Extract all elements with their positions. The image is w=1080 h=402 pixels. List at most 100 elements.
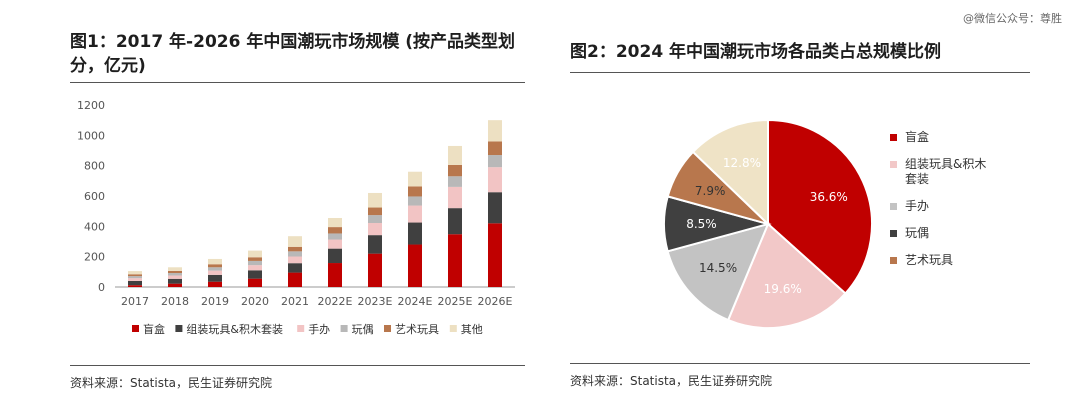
bar-segment-1 <box>288 263 302 273</box>
pie-slice-label: 12.8% <box>723 156 761 170</box>
y-tick-label: 0 <box>98 281 105 294</box>
pie-legend-label: 艺术玩具 <box>905 253 954 267</box>
bar-segment-4 <box>488 141 502 156</box>
bar-chart-title-rule <box>70 82 525 83</box>
bar-segment-5 <box>128 271 142 275</box>
pie-legend-swatch <box>890 134 897 141</box>
legend-swatch <box>175 325 183 332</box>
bar-segment-1 <box>208 274 222 282</box>
bar-chart-source: 资料来源：Statista，民生证券研究院 <box>70 376 273 390</box>
x-tick-label: 2018 <box>161 295 189 308</box>
bar-segment-2 <box>488 167 502 193</box>
bar-segment-4 <box>248 257 262 261</box>
bar-segment-4 <box>448 164 462 177</box>
pie-legend-item: 手办 <box>890 199 1020 214</box>
bar-segment-0 <box>208 281 222 287</box>
bar-segment-3 <box>208 267 222 271</box>
bar-segment-4 <box>128 274 142 277</box>
legend-swatch <box>384 325 391 332</box>
bar-segment-5 <box>368 192 382 208</box>
bar-segment-1 <box>168 278 182 284</box>
y-tick-label: 400 <box>84 220 105 233</box>
bar-segment-2 <box>128 278 142 281</box>
pie-legend-label: 手办 <box>905 199 930 213</box>
stacked-bar-chart: 0 200 400 600 800 1000 1200 2017 2018 2019 2020 202… <box>77 99 515 336</box>
bar-segment-0 <box>328 263 342 287</box>
bar-segment-2 <box>408 205 422 223</box>
bar-segment-5 <box>288 236 302 247</box>
legend-label: 盲盒 <box>143 322 165 336</box>
bar-segment-4 <box>168 270 182 274</box>
bar-segment-5 <box>208 258 222 265</box>
bar-segment-4 <box>208 264 222 268</box>
bar-segment-5 <box>328 217 342 228</box>
legend-swatch <box>449 325 457 332</box>
bar-segment-1 <box>248 270 262 279</box>
bar-segment-2 <box>368 222 382 236</box>
bar-segment-2 <box>448 186 462 209</box>
bar-segment-1 <box>488 192 502 224</box>
bar-segment-3 <box>488 155 502 168</box>
bar-segment-2 <box>328 239 342 249</box>
bar-segment-5 <box>488 120 502 142</box>
y-tick-label: 1000 <box>77 129 105 142</box>
bar-segment-3 <box>288 251 302 257</box>
legend-label: 玩偶 <box>352 323 374 336</box>
bar-segment-0 <box>168 283 182 287</box>
x-tick-label: 2020 <box>241 295 269 308</box>
y-tick-label: 800 <box>84 160 105 173</box>
x-tick-label: 2026E <box>478 295 513 308</box>
bar-segment-0 <box>288 272 302 287</box>
x-tick-label: 2017 <box>121 295 149 308</box>
bar-segment-1 <box>128 280 142 286</box>
pie-legend-item: 组装玩具&积木套装 <box>890 157 1020 187</box>
y-tick-label: 1200 <box>77 99 105 112</box>
bar-segment-3 <box>128 276 142 279</box>
x-tick-label: 2023E <box>358 295 393 308</box>
y-tick-label: 200 <box>84 251 105 264</box>
bar-segment-0 <box>248 278 262 287</box>
bar-segment-4 <box>408 186 422 197</box>
bar-segment-3 <box>408 196 422 206</box>
bar-segment-1 <box>368 235 382 254</box>
legend-swatch <box>132 325 139 332</box>
legend-label: 组装玩具&积木套装 <box>186 322 283 336</box>
pie-legend-label: 组装玩具&积木套装 <box>905 157 987 186</box>
bar-segment-0 <box>488 223 502 287</box>
pie-chart-source: 资料来源：Statista，民生证券研究院 <box>570 374 773 388</box>
bar-segment-3 <box>368 215 382 223</box>
bar-chart-source-rule <box>70 365 525 366</box>
bar-segment-4 <box>328 227 342 234</box>
x-tick-label: 2022E <box>318 295 353 308</box>
bar-segment-5 <box>248 250 262 258</box>
pie-chart: 36.6% 19.6% 14.5% 8.5% 7.9% 12.8% <box>663 118 873 329</box>
pie-chart-title-rule <box>570 72 1030 73</box>
pie-legend-label: 玩偶 <box>905 226 930 240</box>
pie-legend: 盲盒组装玩具&积木套装手办玩偶艺术玩具 <box>890 130 1020 280</box>
bar-segment-5 <box>408 171 422 187</box>
x-tick-label: 2025E <box>438 295 473 308</box>
pie-chart-source-rule <box>570 363 1030 364</box>
bar-segment-3 <box>248 260 262 266</box>
pie-slice-label: 19.6% <box>764 282 802 296</box>
legend-label: 手办 <box>308 322 330 336</box>
bar-segment-0 <box>408 244 422 287</box>
pie-legend-swatch <box>890 257 897 264</box>
pie-slice-label: 8.5% <box>686 217 717 231</box>
pie-legend-swatch <box>890 230 897 237</box>
bar-segment-5 <box>168 267 182 271</box>
pie-slice-label: 36.6% <box>810 190 848 204</box>
bar-segment-3 <box>448 176 462 187</box>
bar-segment-5 <box>448 145 462 165</box>
pie-legend-item: 盲盒 <box>890 130 1020 145</box>
bar-segment-0 <box>448 234 462 287</box>
legend-label: 艺术玩具 <box>395 323 439 336</box>
watermark: @微信公众号：尊胜 <box>963 12 1062 25</box>
bar-segment-3 <box>168 273 182 276</box>
pie-slice-2 <box>666 222 770 322</box>
legend-swatch <box>297 325 305 332</box>
x-tick-label: 2024E <box>398 295 433 308</box>
pie-legend-item: 艺术玩具 <box>890 253 1020 268</box>
pie-chart-title: 图2：2024 年中国潮玩市场各品类占总规模比例 <box>570 42 942 62</box>
pie-slice-label: 14.5% <box>699 261 737 275</box>
